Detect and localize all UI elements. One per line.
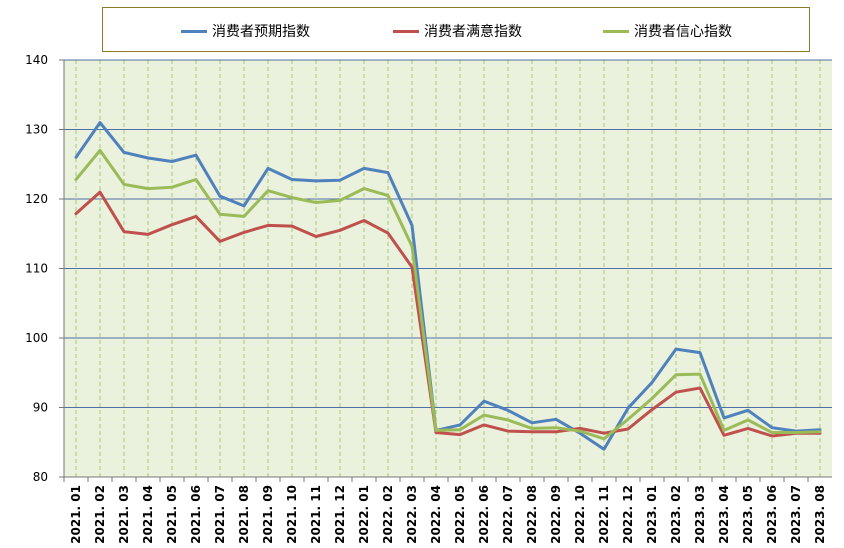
legend-swatch-green [603, 29, 629, 33]
x-tick-label: 2023. 06 [765, 485, 779, 544]
x-tick-label: 2021. 08 [237, 485, 251, 544]
y-tick-label: 100 [25, 331, 48, 345]
series-line-0 [74, 121, 822, 451]
x-tick-label: 2023. 03 [693, 485, 707, 544]
x-tick-label: 2021. 06 [189, 485, 203, 544]
legend-label: 消费者满意指数 [424, 24, 522, 40]
x-tick-label: 2023. 07 [789, 485, 803, 544]
x-tick-label: 2021. 07 [213, 485, 227, 544]
y-tick-label: 90 [33, 401, 48, 415]
x-tick-label: 2022. 11 [597, 485, 611, 544]
legend-label: 消费者信心指数 [634, 24, 732, 40]
legend-item-confidence: 消费者信心指数 [603, 21, 732, 41]
x-tick-label: 2022. 07 [501, 485, 515, 544]
x-tick-label: 2021. 11 [309, 485, 323, 544]
x-tick-label: 2022. 02 [381, 485, 395, 544]
y-tick-label: 140 [25, 53, 48, 67]
legend-item-expectation: 消费者预期指数 [181, 21, 310, 41]
x-tick-label: 2023. 08 [813, 485, 827, 544]
legend-swatch-blue [181, 29, 207, 33]
y-tick-label: 110 [25, 262, 48, 276]
legend-label: 消费者预期指数 [212, 24, 310, 40]
y-tick-label: 80 [33, 470, 48, 484]
legend: 消费者预期指数 消费者满意指数 消费者信心指数 [102, 7, 810, 52]
series-line-1 [74, 190, 822, 438]
x-tick-label: 2022. 12 [621, 485, 635, 544]
x-tick-label: 2022. 08 [525, 485, 539, 544]
x-tick-label: 2022. 04 [429, 485, 443, 544]
x-tick-label: 2021. 02 [93, 485, 107, 544]
x-tick-label: 2021. 09 [261, 485, 275, 544]
x-tick-label: 2021. 05 [165, 485, 179, 544]
series-line-2 [74, 148, 822, 441]
legend-swatch-red [393, 29, 419, 33]
x-tick-label: 2022. 03 [405, 485, 419, 544]
x-tick-label: 2022. 09 [549, 485, 563, 544]
x-tick-label: 2021. 12 [333, 485, 347, 544]
x-tick-label: 2023. 05 [741, 485, 755, 544]
legend-item-satisfaction: 消费者满意指数 [393, 21, 522, 41]
x-tick-label: 2022. 01 [357, 485, 371, 544]
x-tick-label: 2022. 05 [453, 485, 467, 544]
x-tick-label: 2023. 04 [717, 485, 731, 544]
x-tick-label: 2021. 01 [69, 485, 83, 544]
x-tick-label: 2021. 04 [141, 485, 155, 544]
x-tick-label: 2021. 10 [285, 485, 299, 544]
x-tick-label: 2023. 01 [645, 485, 659, 544]
y-tick-label: 120 [25, 192, 48, 206]
x-tick-label: 2023. 02 [669, 485, 683, 544]
x-tick-label: 2022. 10 [573, 485, 587, 544]
x-tick-label: 2022. 06 [477, 485, 491, 544]
x-tick-label: 2021. 03 [117, 485, 131, 544]
y-tick-label: 130 [25, 123, 48, 137]
